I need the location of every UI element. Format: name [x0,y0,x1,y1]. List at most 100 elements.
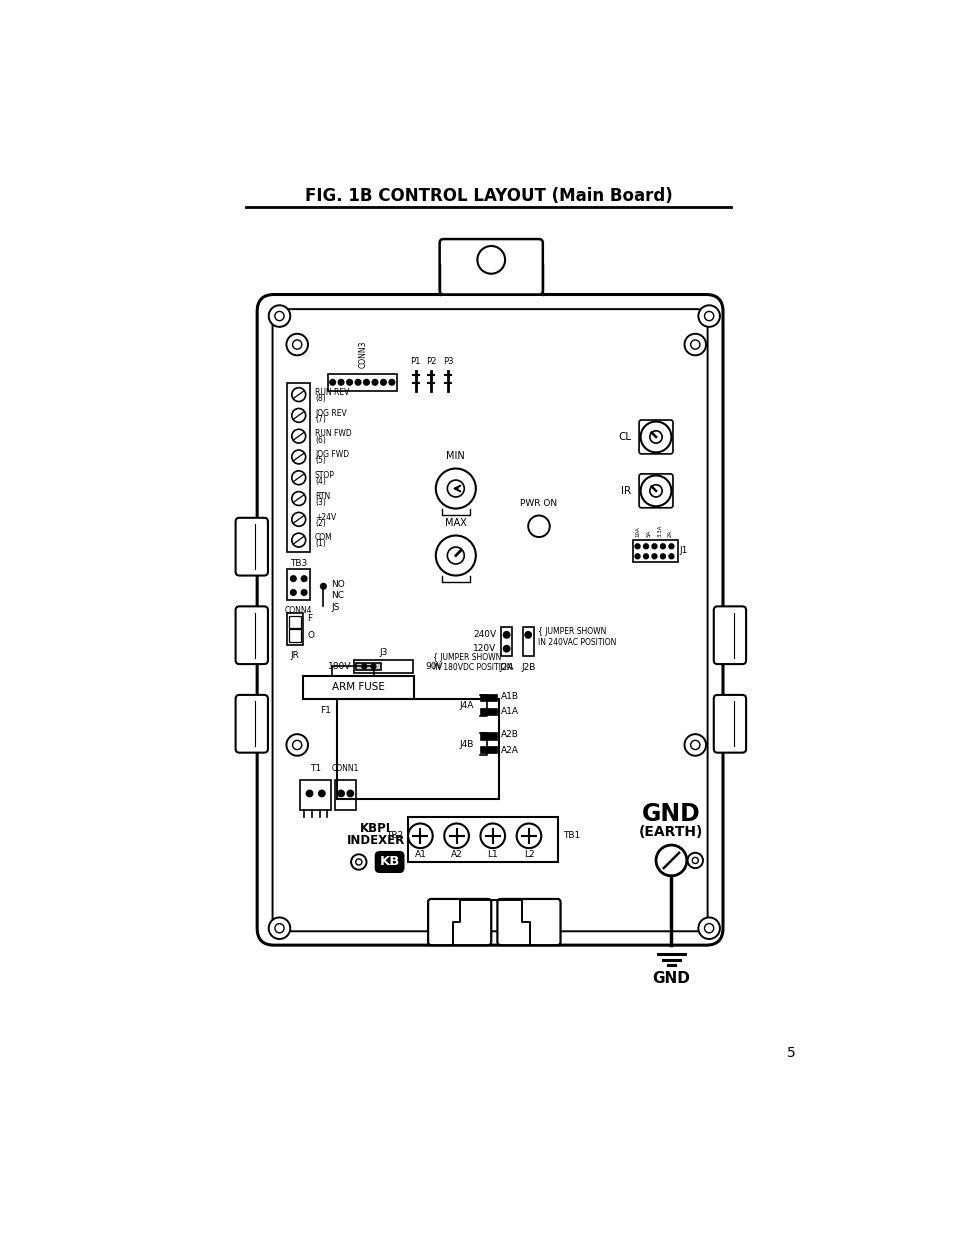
Text: RUN REV: RUN REV [314,388,349,396]
Circle shape [668,555,673,558]
Text: P1: P1 [410,357,420,366]
Bar [289,615,301,627]
Text: A2B: A2B [500,730,518,740]
Bar [480,734,497,740]
Text: IN 180VDC POSITION: IN 180VDC POSITION [433,663,513,672]
Text: RUN FWD: RUN FWD [314,430,352,438]
Circle shape [652,555,656,558]
Bar [287,613,302,645]
Text: J3: J3 [379,648,387,657]
Circle shape [301,590,307,595]
Circle shape [292,534,305,547]
Bar [408,818,558,862]
Circle shape [408,824,433,848]
Circle shape [524,632,531,638]
Circle shape [292,430,305,443]
Bar [356,662,381,671]
Text: T1: T1 [310,764,321,773]
Text: (5): (5) [314,456,325,466]
Text: A1A: A1A [500,708,518,716]
Circle shape [330,379,335,385]
Bar [332,667,374,676]
Text: { JUMPER SHOWN: { JUMPER SHOWN [537,627,606,636]
Text: INDEXER: INDEXER [346,834,404,847]
Bar [354,661,413,673]
FancyBboxPatch shape [235,695,268,752]
Circle shape [649,484,661,496]
FancyBboxPatch shape [713,695,745,752]
Circle shape [476,246,504,274]
Circle shape [269,305,290,327]
Text: J4A: J4A [458,701,473,710]
FancyBboxPatch shape [235,606,268,664]
Circle shape [292,513,305,526]
Circle shape [503,632,509,638]
Bar [287,383,310,552]
Text: CONN3: CONN3 [357,340,367,368]
Text: MIN: MIN [446,451,465,461]
Text: J2A: J2A [499,662,514,672]
Circle shape [372,379,377,385]
Text: CONN4: CONN4 [285,606,313,615]
Text: P3: P3 [442,357,453,366]
Text: +24V: +24V [314,513,335,521]
Text: F: F [307,614,312,624]
Circle shape [635,543,639,548]
Text: J1: J1 [679,546,687,556]
Circle shape [528,515,549,537]
Circle shape [291,576,295,582]
Text: (3): (3) [314,498,325,506]
Text: 5: 5 [786,1046,795,1060]
Text: 5A: 5A [646,530,651,537]
Text: IN 240VAC POSITION: IN 240VAC POSITION [537,638,616,647]
Circle shape [480,824,504,848]
Circle shape [292,471,305,484]
Text: A1B: A1B [500,692,518,701]
Text: NO: NO [331,580,344,589]
Circle shape [447,547,464,564]
Circle shape [447,480,464,496]
Circle shape [643,543,648,548]
Circle shape [361,664,366,668]
Circle shape [320,584,326,589]
Circle shape [517,824,540,848]
Text: J4B: J4B [458,740,473,748]
Text: KB: KB [379,856,399,868]
Circle shape [286,333,308,356]
Bar [632,540,677,562]
Circle shape [291,590,295,595]
Text: 180V: 180V [328,662,351,671]
Circle shape [269,918,290,939]
Bar [480,695,497,701]
Circle shape [363,379,369,385]
Text: CONN1: CONN1 [332,764,359,773]
Circle shape [656,845,686,876]
Circle shape [306,790,313,797]
Circle shape [351,855,366,869]
Text: TB2: TB2 [386,831,403,840]
FancyBboxPatch shape [428,899,491,945]
Text: (6): (6) [314,436,325,445]
Circle shape [389,379,395,385]
Text: (8): (8) [314,394,325,403]
Bar [500,627,512,656]
Text: (7): (7) [314,415,325,424]
Text: O: O [307,631,314,640]
Text: 240V: 240V [473,630,497,640]
Circle shape [659,555,664,558]
Circle shape [286,734,308,756]
Text: TB1: TB1 [562,831,579,840]
Text: 90V: 90V [425,662,443,671]
Text: GND: GND [641,802,700,826]
Circle shape [503,646,509,652]
Text: J2B: J2B [520,662,535,672]
Bar [287,569,310,600]
Text: PWR ON: PWR ON [520,499,557,508]
Text: L1: L1 [487,850,497,858]
Circle shape [640,421,671,452]
Text: 120V: 120V [473,645,497,653]
Circle shape [668,543,673,548]
Text: L2: L2 [523,850,534,858]
Text: KBPI: KBPI [360,821,391,835]
Text: JS: JS [331,604,339,613]
